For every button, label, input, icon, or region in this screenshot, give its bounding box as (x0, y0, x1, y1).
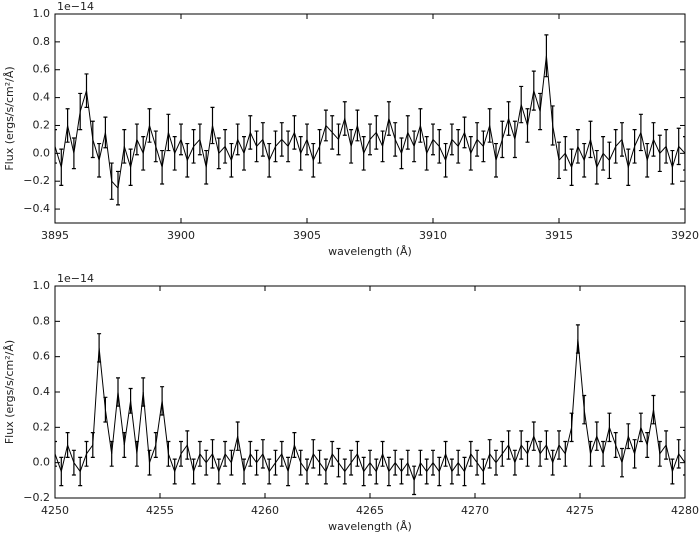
x-tick-label: 4280 (671, 504, 699, 517)
y-tick-label: 0.6 (33, 63, 51, 76)
plot-frame (54, 13, 686, 224)
y-tick-label: 0.2 (33, 118, 51, 131)
x-axis-label: wavelength (Å) (328, 245, 412, 258)
x-tick-label: 4270 (461, 504, 489, 517)
error-bar (683, 449, 685, 476)
y-tick-label: 0.8 (33, 35, 51, 48)
y-tick-label: −0.2 (23, 491, 50, 504)
x-tick-label: 4255 (146, 504, 174, 517)
y-tick-label: 0.0 (33, 146, 51, 159)
x-tick-label: 3920 (671, 229, 699, 242)
y-tick-label: 0.0 (33, 456, 51, 469)
error-bar (55, 440, 57, 467)
y-tick-label: 0.2 (33, 420, 51, 433)
spectrum-line (55, 55, 685, 190)
x-tick-label: 4250 (41, 504, 69, 517)
error-bar (683, 136, 685, 171)
y-tick-label: 0.6 (33, 350, 51, 363)
x-tick-label: 3895 (41, 229, 69, 242)
y-axis-label: Flux (ergs/s/cm²/Å) (3, 340, 16, 444)
x-tick-label: 3905 (293, 229, 321, 242)
offset-text: 1e−14 (57, 0, 94, 13)
offset-text: 1e−14 (57, 272, 94, 285)
x-tick-label: 3915 (545, 229, 573, 242)
y-axis-label: Flux (ergs/s/cm²/Å) (3, 66, 16, 170)
y-tick-label: −0.2 (23, 174, 50, 187)
error-bar (55, 129, 57, 164)
y-tick-label: 0.4 (33, 91, 51, 104)
y-tick-label: 1.0 (33, 279, 51, 292)
x-tick-label: 3900 (167, 229, 195, 242)
x-tick-label: 4265 (356, 504, 384, 517)
y-tick-label: 0.4 (33, 385, 51, 398)
x-tick-label: 4275 (566, 504, 594, 517)
x-axis-label: wavelength (Å) (328, 520, 412, 533)
y-tick-label: 0.8 (33, 314, 51, 327)
y-tick-label: 1.0 (33, 7, 51, 20)
x-tick-label: 4260 (251, 504, 279, 517)
x-tick-label: 3910 (419, 229, 447, 242)
y-tick-label: −0.4 (23, 202, 50, 215)
spectrum-line (55, 338, 685, 482)
